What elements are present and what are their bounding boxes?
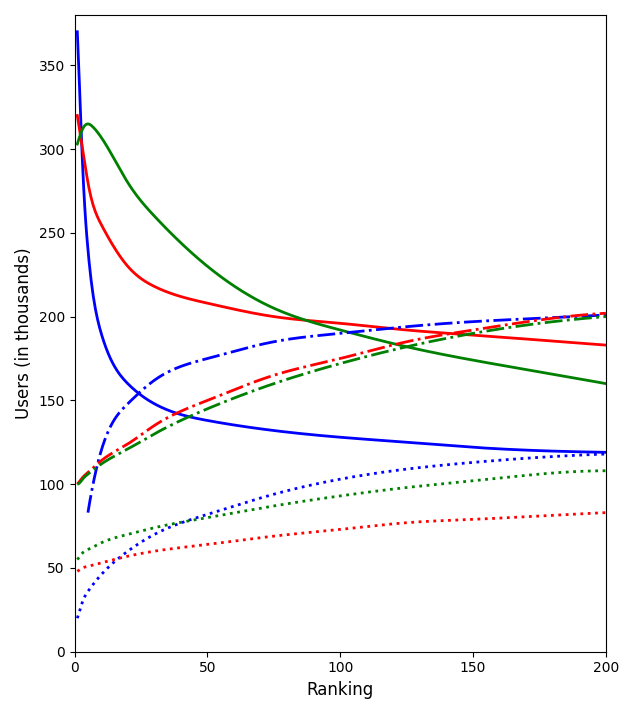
Y-axis label: Users (in thousands): Users (in thousands): [15, 248, 33, 419]
X-axis label: Ranking: Ranking: [307, 681, 374, 699]
